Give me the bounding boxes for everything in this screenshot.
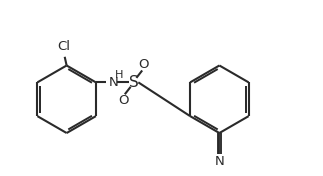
Text: S: S xyxy=(129,75,138,90)
Text: H: H xyxy=(115,70,124,80)
Text: N: N xyxy=(215,155,225,168)
Text: N: N xyxy=(109,76,119,89)
Text: Cl: Cl xyxy=(57,40,70,53)
Text: O: O xyxy=(139,58,149,71)
Text: O: O xyxy=(118,94,129,106)
